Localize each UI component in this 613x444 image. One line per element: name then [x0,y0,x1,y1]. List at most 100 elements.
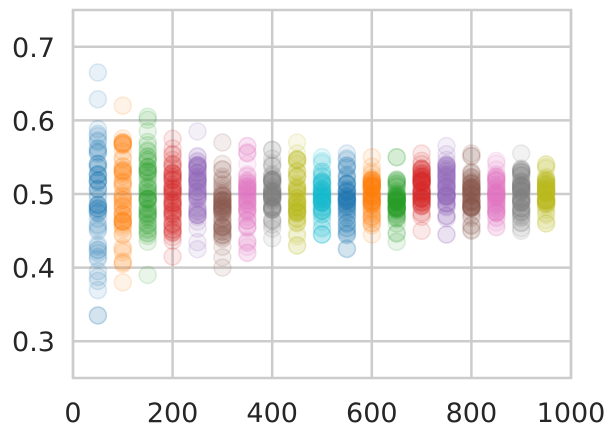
data-point [188,219,207,238]
data-point [88,219,108,239]
data-point [88,199,108,218]
data-point [437,194,456,213]
data-point [113,157,133,176]
data-point [238,207,257,227]
series-600 [362,147,382,244]
data-point [387,214,406,233]
data-point [387,187,406,207]
data-point [88,195,108,214]
data-point [412,182,431,202]
data-point [511,180,531,200]
data-point [163,201,182,221]
data-point [337,149,357,168]
data-point [262,200,282,220]
data-point [536,180,556,199]
data-point [536,200,556,219]
data-point [462,188,481,207]
data-point [337,214,357,234]
data-point [362,168,382,188]
data-point [437,157,456,176]
data-point [312,190,332,209]
data-point [238,179,257,198]
data-point [337,167,357,187]
data-point [287,193,307,212]
data-point [188,189,207,208]
data-point [88,63,108,82]
data-point [387,200,406,219]
data-point [138,178,157,197]
data-point [287,162,307,181]
data-point [163,215,182,234]
data-points [88,63,556,325]
data-point [262,172,282,192]
data-point [312,173,332,192]
data-point [238,184,257,203]
data-point [287,197,307,217]
data-point [138,183,157,202]
data-point [238,173,257,193]
data-point [188,204,207,224]
data-point [238,178,257,197]
data-point [262,189,282,208]
data-point [387,199,406,219]
data-point [163,186,182,206]
data-point [511,180,531,200]
data-point [387,198,406,218]
data-point [387,191,406,211]
data-point [536,194,556,213]
data-point [536,155,556,174]
data-point [113,187,133,206]
data-point [188,157,207,177]
data-point [487,180,506,200]
data-point [138,189,157,209]
data-point [238,136,257,156]
data-point [163,216,182,236]
data-point [362,178,382,197]
data-point [312,194,332,213]
data-point [138,216,157,235]
data-point [487,199,506,218]
data-point [387,196,406,215]
data-point [412,182,431,201]
data-point [511,182,531,201]
data-point [487,197,506,216]
data-point [213,225,232,245]
data-point [487,203,506,223]
data-point [337,225,357,244]
data-point [487,178,506,198]
series-900 [511,144,531,241]
data-point [188,163,207,183]
series-850 [487,151,506,237]
data-point [188,212,207,231]
data-point [437,198,456,217]
data-point [262,185,282,204]
data-point [487,191,506,211]
data-point [487,185,506,205]
data-point [511,199,531,218]
data-point [188,158,207,177]
data-point [362,174,382,193]
data-point [337,219,357,238]
data-point [113,162,133,182]
data-point [511,198,531,218]
data-point [437,166,456,186]
data-point [138,157,157,177]
data-point [138,110,157,130]
data-point [113,204,133,224]
data-point [412,165,431,185]
data-point [113,133,133,152]
data-point [412,167,431,186]
data-point [312,162,332,181]
data-point [163,194,182,214]
data-point [88,271,108,291]
data-point [312,225,332,244]
data-point [487,184,506,203]
data-point [163,144,182,164]
data-point [536,159,556,178]
data-point [262,164,282,184]
data-point [163,155,182,174]
data-point [113,207,133,227]
data-point [113,149,133,169]
data-point [213,208,232,228]
data-point [536,181,556,200]
